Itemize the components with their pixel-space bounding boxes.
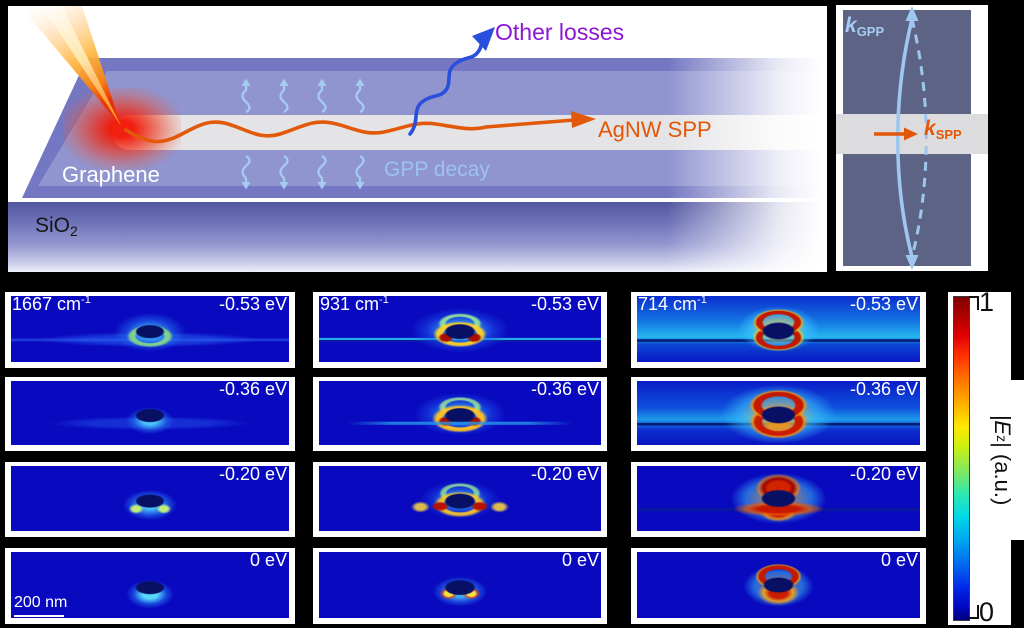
k-spp-label: kSPP	[924, 117, 962, 142]
other-losses-arrow	[408, 27, 495, 136]
scale-bar	[14, 614, 64, 617]
k-spp-arrowhead	[904, 127, 918, 141]
other-losses-label: Other losses	[495, 19, 625, 45]
fermi-energy-label: -0.53 eV	[849, 294, 918, 314]
fermi-energy-label: 0 eV	[880, 550, 918, 570]
gpp-decay-down-arrow	[317, 155, 327, 190]
k-gpp-solid-arc	[895, 18, 914, 258]
field-map-image	[637, 381, 920, 445]
field-map-image	[319, 296, 601, 362]
colorbar-bottom-tick	[969, 605, 979, 619]
field-map-714-053: 714 cm-1 -0.53 eV	[631, 292, 926, 368]
field-map-image	[319, 466, 601, 531]
field-map-931-0: 0 eV	[313, 548, 607, 624]
k-gpp-dashed-arc	[910, 18, 928, 258]
scale-bar-label: 200 nm	[14, 594, 68, 611]
frequency-label: 931 cm-1	[320, 294, 389, 314]
field-map-image	[11, 552, 289, 618]
k-gpp-label: kGPP	[845, 14, 885, 39]
colorbar-gradient	[953, 296, 970, 621]
field-map-image	[637, 296, 920, 362]
right-fade-overlay	[667, 6, 827, 272]
gpp-decay-up-arrow	[241, 78, 251, 113]
graphene-label: Graphene	[62, 162, 160, 187]
down-arrowhead	[905, 255, 919, 270]
field-map-931-036: -0.36 eV	[313, 377, 607, 451]
field-map-714-036: -0.36 eV	[631, 377, 926, 451]
fermi-energy-label: -0.53 eV	[218, 294, 287, 314]
laser-cone	[20, 6, 121, 126]
fermi-energy-label: -0.20 eV	[849, 464, 918, 484]
colorbar-min-label: 0	[979, 597, 995, 627]
fermi-energy-label: -0.20 eV	[530, 464, 599, 484]
colorbar-axis-label: |E z | (a.u.)	[980, 380, 1024, 540]
field-map-714-0: 0 eV	[631, 548, 926, 624]
field-map-714-020: -0.20 eV	[631, 462, 926, 537]
field-map-image	[11, 381, 289, 445]
sio2-label: SiO2	[35, 214, 78, 239]
colorbar-max-label: 1	[979, 287, 995, 317]
k-vector-graphics	[874, 6, 928, 270]
field-map-image	[637, 466, 920, 531]
gpp-decay-up-arrow	[279, 78, 289, 113]
gpp-decay-down-arrow	[241, 155, 251, 190]
schematic-panel: Graphene SiO2 Other losses AgNW SPP GPP …	[8, 6, 827, 272]
fermi-energy-label: -0.36 eV	[218, 379, 287, 399]
fermi-energy-label: -0.53 eV	[530, 294, 599, 314]
field-map-image	[11, 296, 289, 362]
field-map-1667-0: 0 eV 200 nm	[5, 548, 295, 624]
gpp-decay-up-arrow	[317, 78, 327, 113]
agnw-spp-label: AgNW SPP	[598, 117, 712, 142]
spp-wave-arrow	[124, 111, 596, 144]
gpp-decay-label: GPP decay	[384, 158, 490, 181]
fermi-energy-label: -0.36 eV	[530, 379, 599, 399]
field-map-931-053: 931 cm-1 -0.53 eV	[313, 292, 607, 368]
field-map-image	[319, 381, 601, 445]
gpp-decay-down-arrow	[279, 155, 289, 190]
gpp-decay-down-arrow	[355, 155, 365, 190]
fermi-energy-label: 0 eV	[561, 550, 599, 570]
hotspot-glow	[63, 88, 181, 170]
fermi-energy-label: -0.20 eV	[218, 464, 287, 484]
field-map-931-020: -0.20 eV	[313, 462, 607, 537]
up-arrowhead	[905, 6, 919, 21]
field-map-1667-020: -0.20 eV	[5, 462, 295, 537]
field-map-1667-036: -0.36 eV	[5, 377, 295, 451]
field-map-1667-053: 1667 cm-1 -0.53 eV	[5, 292, 295, 368]
momentum-inset-panel: kGPP kSPP	[836, 5, 988, 271]
fermi-energy-label: -0.36 eV	[849, 379, 918, 399]
fermi-energy-label: 0 eV	[249, 550, 287, 570]
field-map-image	[637, 552, 920, 618]
gpp-decay-up-arrow	[355, 78, 365, 113]
colorbar-top-tick	[969, 296, 979, 310]
frequency-label: 1667 cm-1	[12, 294, 91, 314]
schematic-arrows	[20, 6, 596, 144]
field-map-image	[319, 552, 601, 618]
field-map-image	[11, 466, 289, 531]
frequency-label: 714 cm-1	[638, 294, 707, 314]
